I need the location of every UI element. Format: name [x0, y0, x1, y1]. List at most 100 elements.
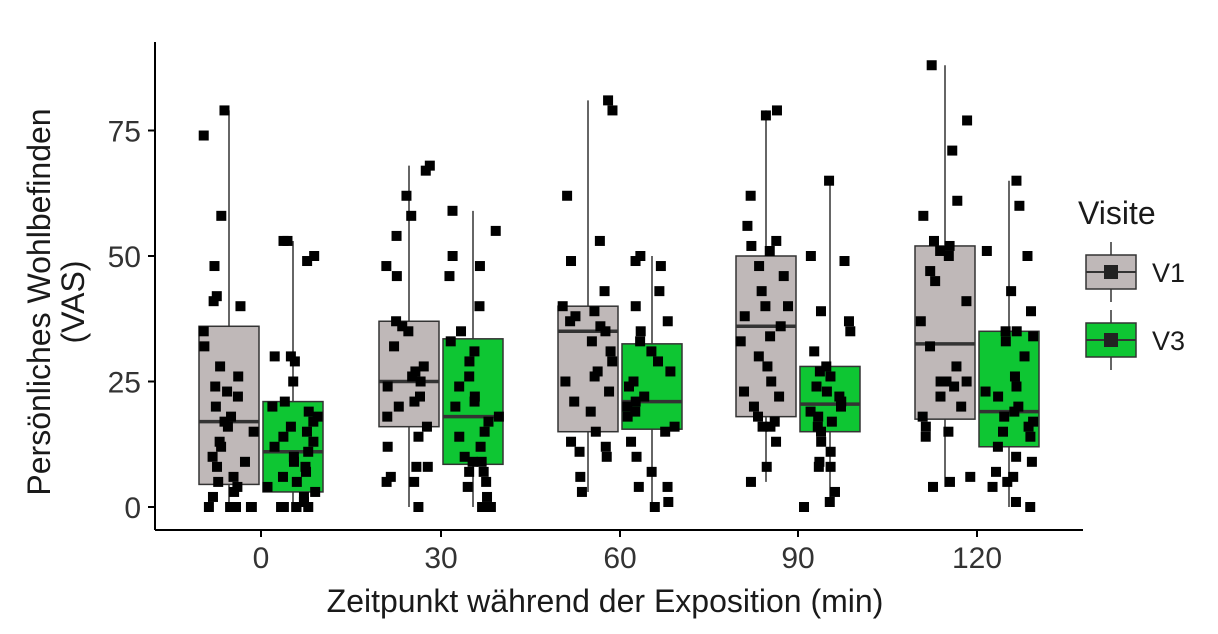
data-point: [464, 356, 475, 367]
data-point: [604, 386, 615, 397]
data-point: [653, 356, 664, 367]
data-point: [944, 476, 955, 487]
data-point: [607, 356, 618, 367]
data-point: [482, 491, 493, 502]
box-V3-90: [799, 180, 861, 507]
data-point: [391, 316, 402, 327]
y-axis-title-unit: (VAS): [55, 261, 91, 344]
data-point: [413, 431, 424, 442]
data-point: [222, 421, 233, 432]
data-point: [475, 441, 486, 452]
data-point: [635, 326, 646, 337]
data-point: [1022, 251, 1033, 261]
data-point: [301, 426, 312, 437]
data-point: [961, 376, 972, 387]
data-point: [213, 476, 224, 487]
data-point: [646, 466, 657, 477]
data-point: [764, 245, 775, 256]
data-point: [766, 376, 777, 387]
data-point: [589, 306, 600, 317]
data-point: [949, 381, 960, 392]
data-point: [814, 366, 825, 377]
data-point: [999, 411, 1010, 422]
data-point: [825, 371, 836, 382]
data-point: [233, 371, 244, 382]
data-point: [928, 235, 939, 246]
data-point: [601, 451, 612, 462]
data-point: [660, 426, 671, 437]
data-point: [267, 401, 278, 412]
data-point: [962, 115, 973, 126]
data-point: [219, 105, 230, 116]
data-point: [278, 502, 289, 512]
data-point: [799, 502, 810, 512]
data-point: [469, 346, 480, 357]
data-point: [600, 326, 611, 337]
data-point: [278, 431, 289, 442]
data-point: [289, 356, 300, 367]
data-point: [756, 286, 767, 297]
data-point: [478, 466, 489, 477]
data-point: [485, 502, 496, 512]
data-point: [298, 491, 309, 502]
legend-key-point: [1104, 265, 1118, 279]
data-point: [225, 502, 236, 512]
data-point: [574, 446, 585, 457]
data-point: [742, 220, 753, 231]
data-point: [783, 301, 794, 312]
data-point: [569, 396, 580, 407]
data-point: [665, 366, 676, 377]
data-point: [605, 346, 616, 357]
data-point: [232, 481, 243, 492]
legend-item-V3: V3: [1085, 310, 1185, 370]
data-point: [447, 251, 458, 261]
data-point: [397, 321, 408, 332]
data-point: [961, 296, 972, 307]
data-point: [1010, 496, 1021, 507]
x-axis-title: Zeitpunkt während der Exposition (min): [327, 583, 884, 619]
data-point: [445, 336, 456, 347]
data-point: [477, 502, 488, 512]
data-point: [285, 351, 296, 362]
data-point: [215, 361, 226, 372]
data-point: [557, 301, 568, 312]
x-tick-label: 90: [781, 542, 814, 575]
data-point: [1011, 175, 1022, 186]
data-point: [920, 431, 931, 442]
data-point: [459, 451, 470, 462]
data-point: [918, 210, 929, 221]
data-point: [599, 286, 610, 297]
data-point: [209, 261, 220, 272]
data-point: [754, 261, 765, 272]
data-point: [821, 361, 832, 372]
data-point: [655, 261, 666, 272]
data-point: [980, 386, 991, 397]
data-point: [456, 326, 467, 337]
data-point: [1000, 336, 1011, 347]
data-point: [1019, 351, 1030, 362]
data-point: [816, 426, 827, 437]
x-tick-label: 0: [253, 542, 270, 575]
data-point: [928, 481, 939, 492]
data-point: [303, 502, 314, 512]
data-point: [393, 401, 404, 412]
data-point: [1028, 331, 1039, 342]
data-point: [403, 326, 414, 337]
data-point: [203, 502, 214, 512]
data-point: [420, 165, 431, 176]
data-point: [422, 461, 433, 472]
data-point: [836, 396, 847, 407]
data-point: [769, 416, 780, 427]
data-point: [771, 436, 782, 447]
data-point: [630, 396, 641, 407]
data-point: [590, 426, 601, 437]
data-point: [943, 251, 954, 261]
data-point: [235, 301, 246, 312]
box-iqr: [914, 245, 976, 420]
data-point: [467, 456, 478, 467]
data-point: [469, 391, 480, 402]
data-point: [816, 436, 827, 447]
legend-label: V1: [1152, 258, 1185, 288]
data-point: [210, 401, 221, 412]
data-point: [211, 291, 222, 302]
